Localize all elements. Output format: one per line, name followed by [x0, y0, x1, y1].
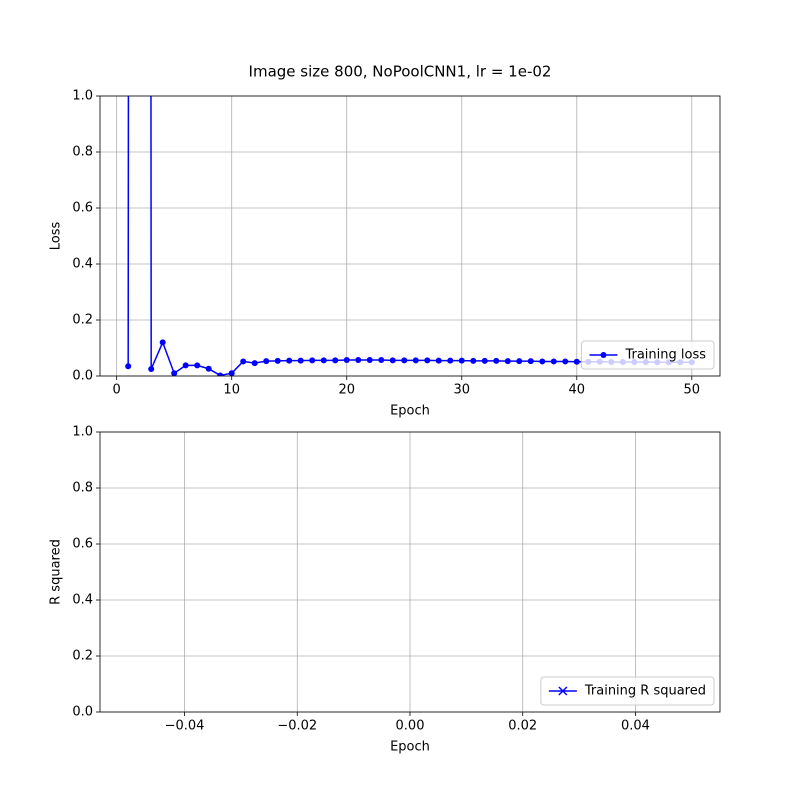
y-tick-label: 1.0 — [72, 89, 93, 104]
marker — [550, 358, 557, 365]
marker — [481, 357, 488, 364]
y-tick-label: 0.2 — [72, 313, 93, 328]
x-tick-label: −0.04 — [165, 719, 205, 734]
y-tick-label: 0.8 — [72, 481, 93, 496]
marker — [159, 339, 166, 346]
marker — [378, 357, 385, 364]
y-tick-label: 0.6 — [72, 537, 93, 552]
marker — [504, 358, 511, 365]
marker — [562, 358, 569, 365]
legend-box — [580, 340, 715, 370]
marker — [539, 358, 546, 365]
marker — [527, 358, 534, 365]
marker — [320, 357, 327, 364]
y-tick-label: 0.8 — [72, 145, 93, 160]
marker — [355, 357, 362, 364]
marker — [297, 357, 304, 364]
marker — [148, 366, 155, 372]
chart-title: Image size 800, NoPoolCNN1, lr = 1e-02 — [249, 63, 552, 81]
marker — [286, 357, 293, 364]
x-axis-label: Epoch — [390, 404, 430, 419]
legend-label: Training loss — [624, 348, 706, 363]
x-tick-label: 50 — [684, 383, 701, 398]
marker — [182, 362, 189, 369]
y-axis-label: R squared — [49, 539, 64, 605]
x-tick-label: 40 — [569, 383, 586, 398]
marker — [263, 358, 270, 365]
marker — [401, 357, 408, 364]
marker — [251, 360, 258, 367]
axes-frame — [99, 95, 721, 377]
marker — [516, 358, 523, 365]
series-line — [127, 96, 692, 376]
y-tick-label: 0.0 — [72, 705, 93, 720]
y-tick-label: 0.4 — [72, 257, 93, 272]
x-tick-label: 10 — [223, 383, 240, 398]
marker — [366, 357, 373, 364]
x-tick-label: 0.00 — [396, 719, 425, 734]
marker — [573, 358, 580, 365]
marker — [274, 357, 281, 364]
legend-box — [540, 676, 715, 706]
marker — [435, 357, 442, 364]
marker — [493, 357, 500, 364]
marker — [205, 365, 212, 372]
marker — [171, 370, 178, 376]
x-axis-label: Epoch — [390, 740, 430, 755]
legend: Training R squared — [540, 676, 715, 706]
marker — [412, 357, 419, 364]
y-axis-label: Loss — [49, 222, 64, 251]
x-tick-label: 30 — [453, 383, 470, 398]
marker — [309, 357, 316, 364]
y-tick-label: 0.6 — [72, 201, 93, 216]
marker — [424, 357, 431, 364]
marker — [217, 372, 224, 376]
x-tick-label: 0 — [113, 383, 121, 398]
marker — [332, 357, 339, 364]
marker — [194, 362, 201, 369]
x-tick-label: 0.04 — [621, 719, 650, 734]
y-tick-label: 0.4 — [72, 593, 93, 608]
marker — [470, 357, 477, 364]
x-tick-label: −0.02 — [277, 719, 317, 734]
marker — [389, 357, 396, 364]
marker — [447, 357, 454, 364]
marker — [125, 363, 132, 370]
y-tick-label: 1.0 — [72, 425, 93, 440]
marker — [240, 358, 247, 365]
marker — [600, 352, 607, 358]
y-tick-label: 0.0 — [72, 369, 93, 384]
marker — [458, 357, 465, 364]
x-tick-label: 20 — [338, 383, 355, 398]
y-tick-label: 0.2 — [72, 649, 93, 664]
marker — [558, 686, 568, 696]
marker — [343, 357, 350, 364]
axes-frame — [99, 431, 721, 713]
legend: Training loss — [580, 340, 715, 370]
x-tick-label: 0.02 — [508, 719, 537, 734]
plot-area — [125, 96, 695, 376]
marker-stroke — [558, 686, 568, 696]
legend-label: Training R squared — [584, 684, 706, 699]
marker — [228, 370, 235, 376]
